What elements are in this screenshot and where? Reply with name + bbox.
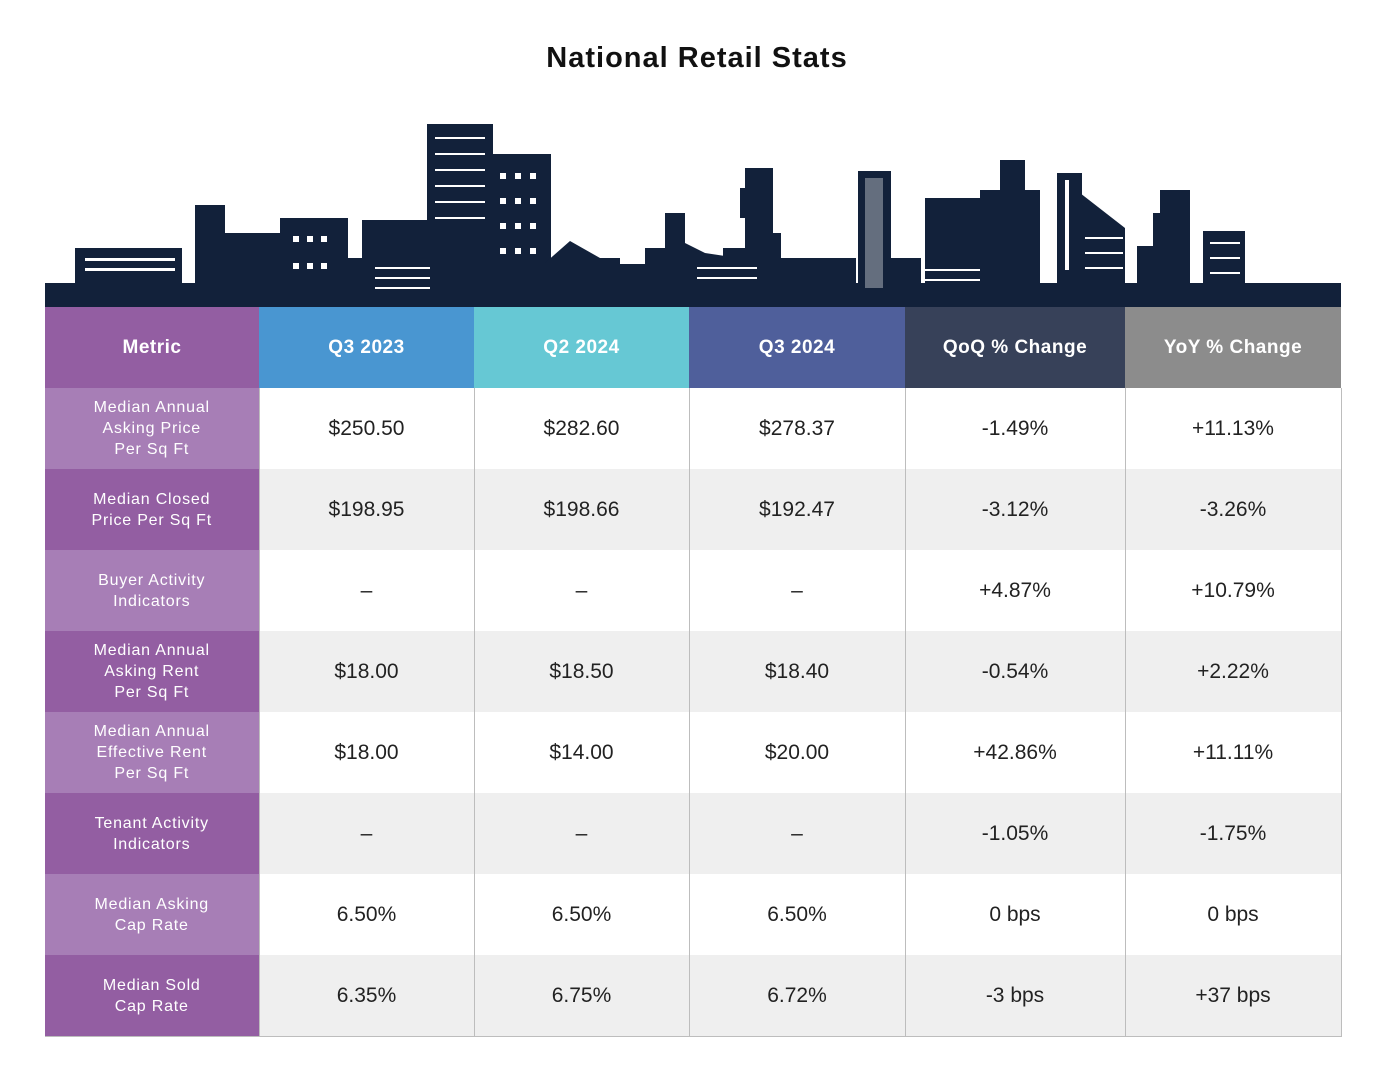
cell-qoq-change: +4.87% (904, 550, 1125, 631)
building (545, 241, 645, 293)
building (280, 218, 348, 288)
cell-q3-2024: 6.72% (688, 955, 905, 1037)
cell-q3-2024: $278.37 (688, 388, 905, 469)
city-skyline-illustration (45, 124, 1341, 308)
cell-q3-2023: 6.35% (258, 955, 474, 1037)
cell-qoq-change: +42.86% (904, 712, 1125, 793)
cell-q3-2023: $250.50 (258, 388, 474, 469)
cell-q3-2023: – (258, 550, 474, 631)
cell-qoq-change: -0.54% (904, 631, 1125, 712)
building (1080, 193, 1125, 288)
metric-label: Median Annual Asking Price Per Sq Ft (45, 388, 259, 469)
cell-q2-2024: – (473, 793, 689, 874)
building (1153, 213, 1161, 288)
column-header-qoq-change: QoQ % Change (905, 307, 1125, 388)
building (1057, 173, 1082, 288)
building (1137, 246, 1155, 288)
cell-yoy-change: +37 bps (1124, 955, 1342, 1037)
cell-q3-2023: $18.00 (258, 712, 474, 793)
cell-q2-2024: $18.50 (473, 631, 689, 712)
building (645, 248, 667, 288)
building (925, 198, 980, 293)
column-header-metric: Metric (45, 307, 259, 388)
cell-q3-2023: 6.50% (258, 874, 474, 955)
building (781, 258, 856, 293)
metric-label: Median Sold Cap Rate (45, 955, 259, 1037)
building (362, 220, 432, 290)
cell-q2-2024: 6.50% (473, 874, 689, 955)
cell-yoy-change: +2.22% (1124, 631, 1342, 712)
retail-stats-table: Metric Q3 2023 Q2 2024 Q3 2024 QoQ % Change Y… (45, 307, 1342, 1037)
cell-qoq-change: -1.05% (904, 793, 1125, 874)
table-row: Median Annual Asking Rent Per Sq Ft $18.00 $… (45, 631, 1342, 712)
cell-q3-2023: $18.00 (258, 631, 474, 712)
column-header-yoy-change: YoY % Change (1125, 307, 1341, 388)
metric-label: Median Annual Asking Rent Per Sq Ft (45, 631, 259, 712)
table-row: Median Closed Price Per Sq Ft $198.95 $198.… (45, 469, 1342, 550)
cell-q3-2024: 6.50% (688, 874, 905, 955)
building (1203, 231, 1245, 288)
building (665, 213, 685, 288)
cell-qoq-change: -3 bps (904, 955, 1125, 1037)
cell-q3-2024: – (688, 793, 905, 874)
cell-qoq-change: -1.49% (904, 388, 1125, 469)
building (858, 171, 891, 296)
building (773, 233, 781, 293)
table-row: Tenant Activity Indicators – – – -1.05% -1.75% (45, 793, 1342, 874)
metric-label: Median Annual Effective Rent Per Sq Ft (45, 712, 259, 793)
building (745, 168, 773, 293)
cell-q3-2024: – (688, 550, 905, 631)
cell-q3-2024: $18.40 (688, 631, 905, 712)
cell-q3-2023: $198.95 (258, 469, 474, 550)
page-title: National Retail Stats (546, 42, 848, 74)
building (225, 233, 280, 288)
cell-yoy-change: +10.79% (1124, 550, 1342, 631)
building (348, 258, 363, 288)
table-row: Median Sold Cap Rate 6.35% 6.75% 6.72% -3 bps… (45, 955, 1342, 1037)
metric-label: Tenant Activity Indicators (45, 793, 259, 874)
building (980, 190, 1040, 295)
cell-yoy-change: +11.11% (1124, 712, 1342, 793)
column-header-q3-2024: Q3 2024 (689, 307, 905, 388)
metric-label: Median Asking Cap Rate (45, 874, 259, 955)
building (195, 205, 225, 285)
cell-q2-2024: 6.75% (473, 955, 689, 1037)
building (1160, 190, 1190, 288)
cell-q3-2024: $192.47 (688, 469, 905, 550)
building (891, 258, 921, 293)
cell-q3-2023: – (258, 793, 474, 874)
cell-q2-2024: – (473, 550, 689, 631)
table-row: Buyer Activity Indicators – – – +4.87% +10.79% (45, 550, 1342, 631)
table-row: Median Annual Effective Rent Per Sq Ft $18.… (45, 712, 1342, 793)
cell-yoy-change: -3.26% (1124, 469, 1342, 550)
cell-q2-2024: $282.60 (473, 388, 689, 469)
column-header-q2-2024: Q2 2024 (474, 307, 689, 388)
table-header-row: Metric Q3 2023 Q2 2024 Q3 2024 QoQ % Change Y… (45, 307, 1341, 388)
cell-qoq-change: 0 bps (904, 874, 1125, 955)
cell-qoq-change: -3.12% (904, 469, 1125, 550)
table-row: Median Annual Asking Price Per Sq Ft $250.5… (45, 388, 1342, 469)
building (427, 124, 493, 294)
cell-q2-2024: $198.66 (473, 469, 689, 550)
cell-yoy-change: +11.13% (1124, 388, 1342, 469)
cell-q2-2024: $14.00 (473, 712, 689, 793)
column-header-q3-2023: Q3 2023 (259, 307, 474, 388)
cell-yoy-change: 0 bps (1124, 874, 1342, 955)
building (1000, 160, 1025, 190)
cell-yoy-change: -1.75% (1124, 793, 1342, 874)
metric-label: Buyer Activity Indicators (45, 550, 259, 631)
table-row: Median Asking Cap Rate 6.50% 6.50% 6.50% 0 bp… (45, 874, 1342, 955)
metric-label: Median Closed Price Per Sq Ft (45, 469, 259, 550)
cell-q3-2024: $20.00 (688, 712, 905, 793)
